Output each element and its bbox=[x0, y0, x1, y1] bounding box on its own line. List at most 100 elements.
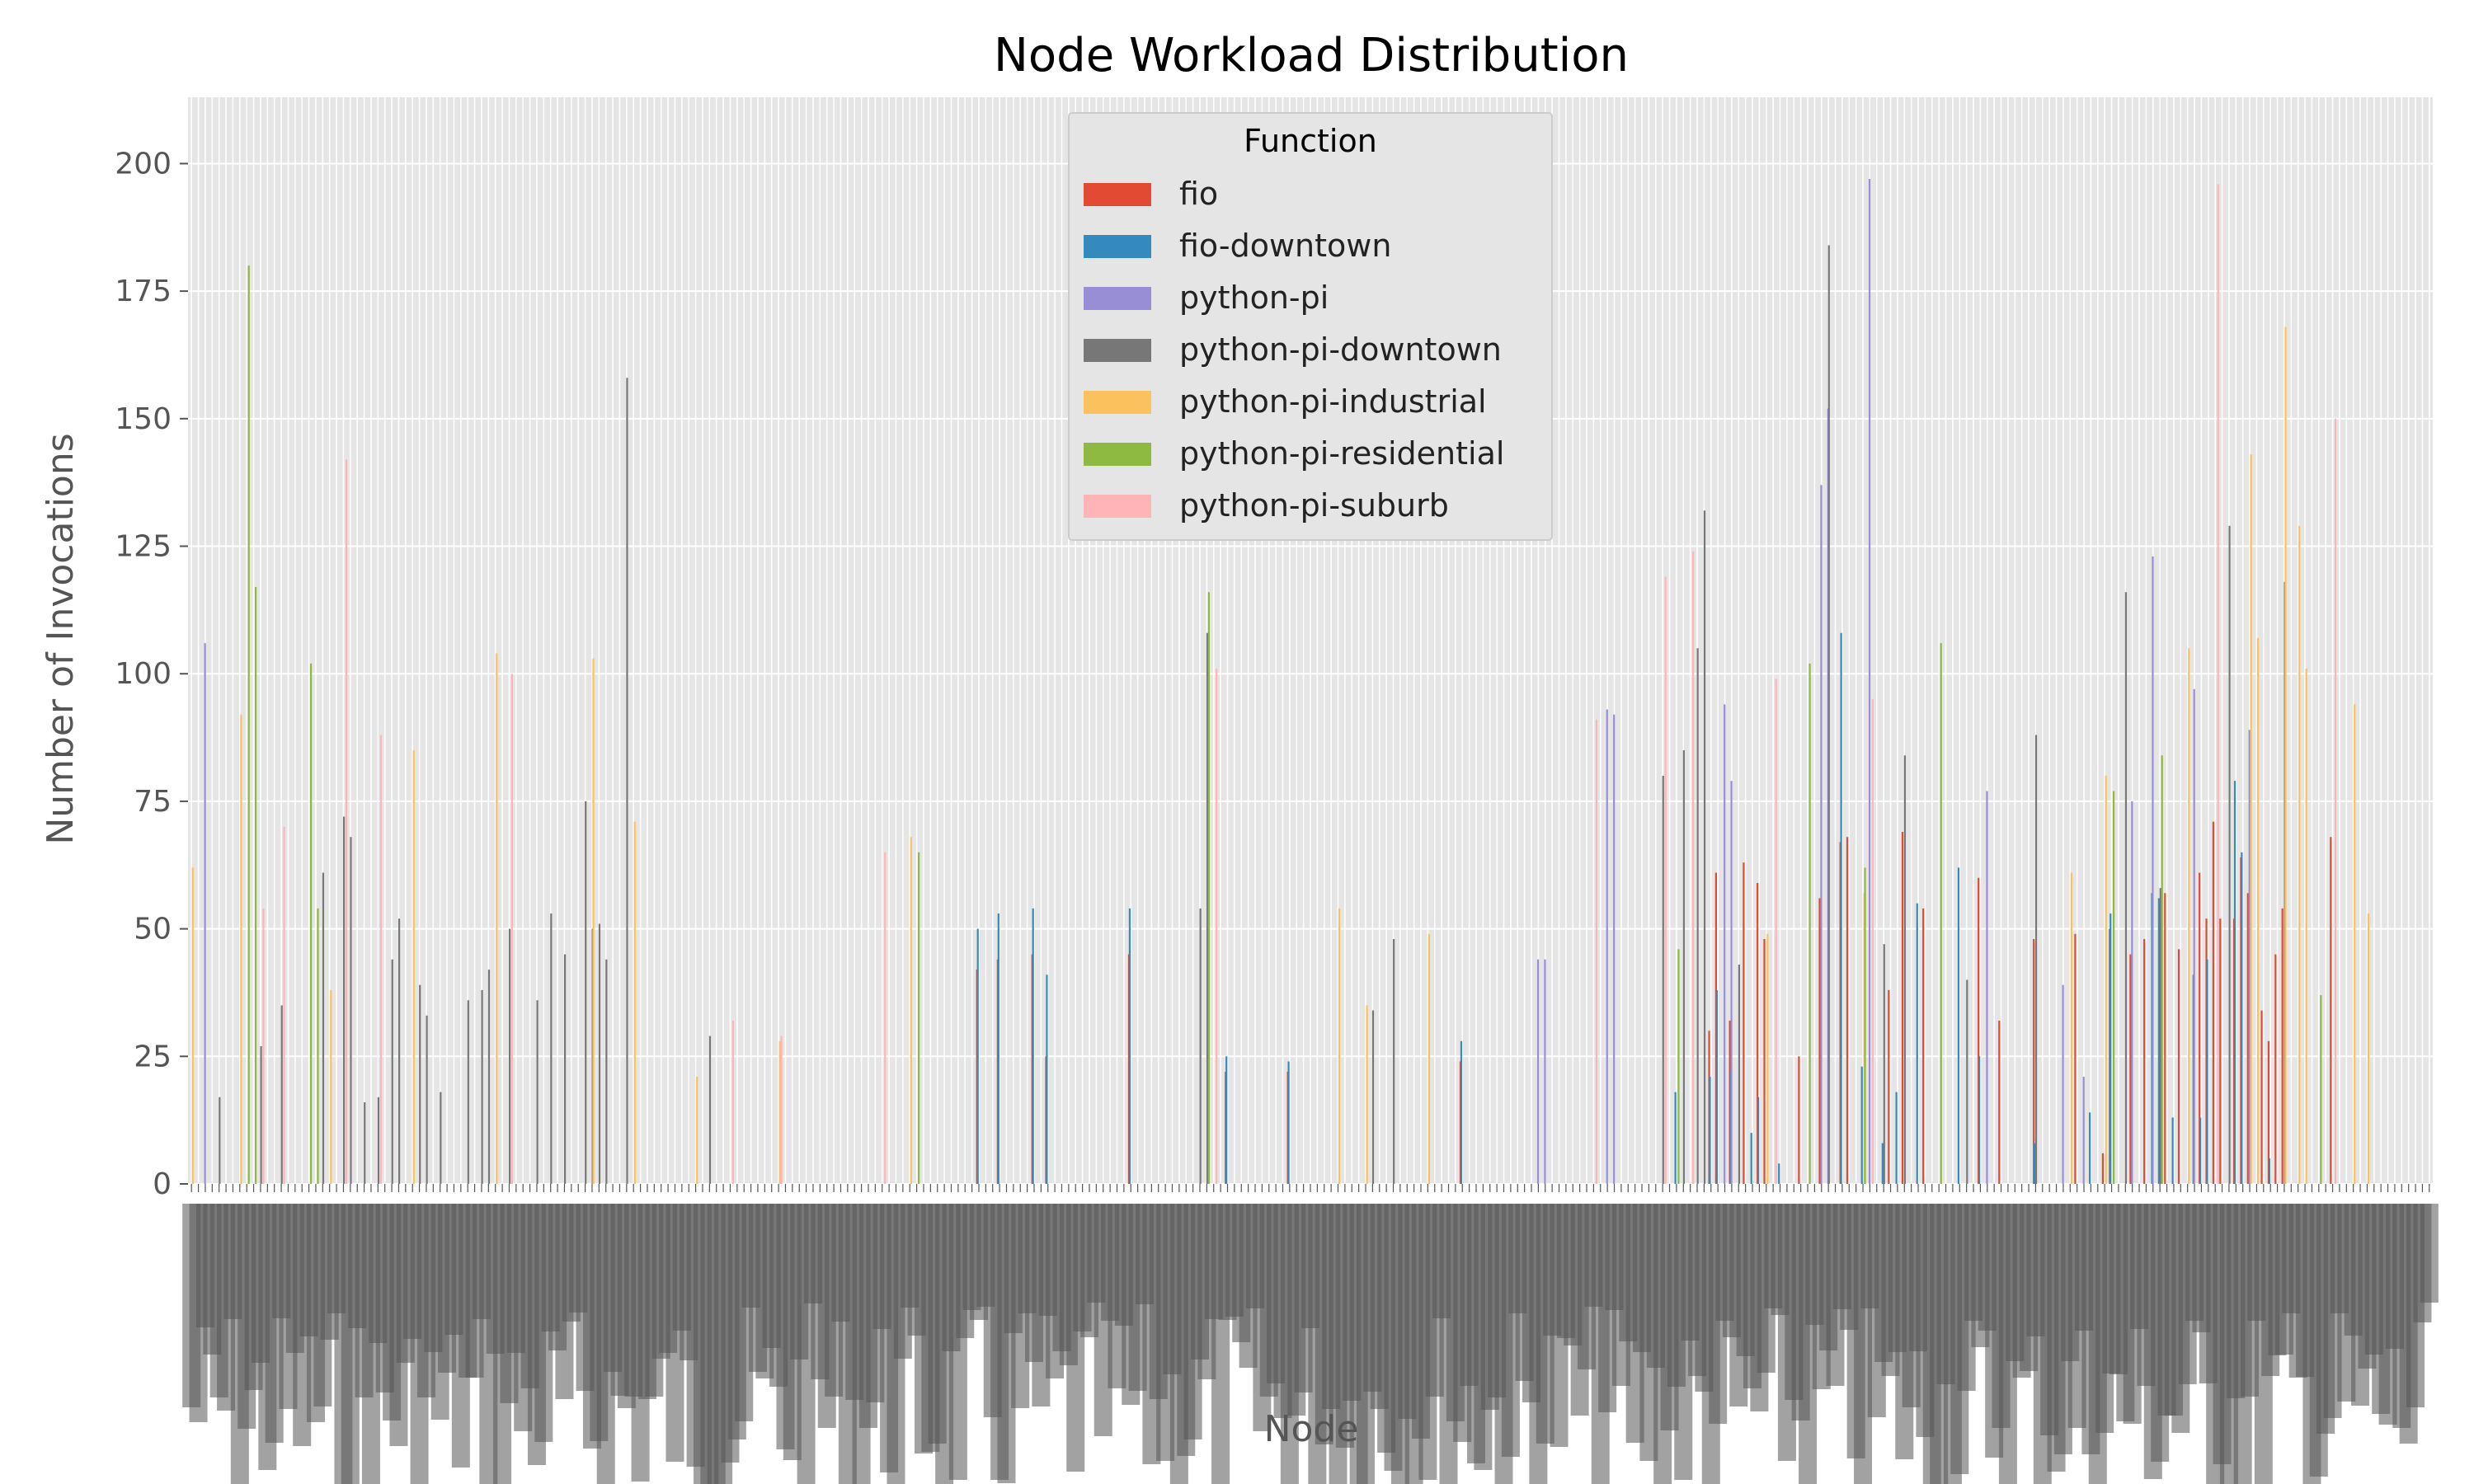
bar bbox=[2159, 888, 2161, 1184]
bar bbox=[1775, 679, 1777, 1184]
bar bbox=[317, 908, 319, 1184]
bar bbox=[2188, 648, 2190, 1184]
y-tick-label: 175 bbox=[115, 275, 172, 308]
legend-swatch bbox=[1084, 235, 1151, 258]
bar bbox=[2217, 184, 2219, 1184]
y-tick-label: 150 bbox=[115, 402, 172, 436]
bar bbox=[1820, 485, 1823, 1184]
bar bbox=[1216, 669, 1218, 1184]
bar bbox=[1287, 1061, 1290, 1184]
bar bbox=[262, 908, 265, 1184]
bar bbox=[2334, 418, 2337, 1184]
legend: Function fio fio-downtown python-pi python-… bbox=[1068, 112, 1553, 541]
bar bbox=[592, 658, 595, 1184]
bar bbox=[731, 1020, 735, 1184]
bar bbox=[2112, 791, 2115, 1184]
bar bbox=[1978, 877, 1980, 1184]
bar bbox=[2034, 735, 2038, 1184]
bar bbox=[1730, 781, 1733, 1184]
bar bbox=[2320, 995, 2322, 1184]
bar bbox=[1393, 938, 1395, 1184]
y-tick-label: 0 bbox=[153, 1167, 172, 1201]
bar bbox=[2228, 525, 2231, 1184]
bar bbox=[1763, 938, 1766, 1184]
bar bbox=[1724, 704, 1726, 1184]
bar bbox=[2082, 1077, 2085, 1184]
bar bbox=[1846, 837, 1849, 1184]
bar bbox=[322, 872, 325, 1184]
bar bbox=[379, 735, 382, 1184]
bar bbox=[1864, 867, 1866, 1184]
bar bbox=[1808, 663, 1811, 1184]
bar bbox=[1199, 908, 1202, 1184]
y-axis-ticks: 0 25 50 75 100 125 150 175 200 bbox=[115, 147, 188, 1201]
bar bbox=[2206, 959, 2208, 1184]
bar bbox=[2034, 1143, 2036, 1184]
bar bbox=[1338, 908, 1341, 1184]
legend-title: Function bbox=[1244, 123, 1377, 159]
bar bbox=[1544, 959, 1546, 1184]
bar bbox=[2199, 1117, 2202, 1184]
x-axis-tick-labels bbox=[182, 1184, 2439, 1484]
bar bbox=[2152, 556, 2154, 1184]
bar bbox=[910, 837, 912, 1184]
y-tick-label: 125 bbox=[115, 530, 172, 564]
bar bbox=[1664, 576, 1667, 1184]
bar bbox=[1613, 714, 1616, 1184]
bar bbox=[918, 852, 920, 1184]
bar bbox=[1206, 632, 1209, 1184]
bar bbox=[2246, 893, 2249, 1184]
bar bbox=[626, 378, 628, 1185]
bar bbox=[219, 1097, 221, 1184]
bar bbox=[2033, 938, 2035, 1184]
bar bbox=[2161, 755, 2163, 1184]
bar bbox=[1840, 632, 1842, 1184]
bar bbox=[598, 923, 601, 1184]
bar bbox=[1427, 933, 1431, 1184]
bar bbox=[2171, 1117, 2174, 1184]
bar bbox=[2129, 954, 2132, 1184]
bar bbox=[342, 816, 346, 1184]
bar bbox=[1757, 882, 1759, 1184]
bar bbox=[350, 837, 352, 1184]
bar bbox=[2305, 669, 2307, 1184]
legend-items: fio fio-downtown python-pi python-pi-downto… bbox=[1084, 176, 1504, 524]
y-tick-label: 25 bbox=[134, 1040, 172, 1073]
bar bbox=[2354, 704, 2356, 1184]
bar bbox=[2157, 898, 2160, 1184]
bar bbox=[1460, 1040, 1463, 1184]
bar bbox=[2248, 730, 2251, 1184]
chart-title: Node Workload Distribution bbox=[994, 29, 1629, 82]
bar bbox=[1881, 1143, 1884, 1184]
bar bbox=[2143, 938, 2146, 1184]
bar bbox=[2256, 637, 2260, 1184]
bar bbox=[633, 821, 636, 1184]
bar bbox=[2105, 775, 2107, 1184]
bar bbox=[1860, 1066, 1863, 1184]
bar bbox=[419, 984, 421, 1184]
bar bbox=[364, 1101, 366, 1184]
bar bbox=[1677, 949, 1680, 1184]
bar bbox=[2267, 1040, 2270, 1184]
bar bbox=[1966, 979, 1968, 1184]
legend-label: python-pi-suburb bbox=[1179, 487, 1449, 524]
legend-label: python-pi-residential bbox=[1179, 435, 1504, 472]
bar bbox=[2219, 918, 2222, 1184]
bar bbox=[2074, 933, 2077, 1184]
bar bbox=[997, 913, 999, 1184]
legend-frame bbox=[1068, 112, 1553, 541]
bar bbox=[487, 970, 491, 1184]
bar bbox=[2268, 1158, 2270, 1184]
bar bbox=[2212, 821, 2215, 1184]
bar bbox=[1903, 755, 1907, 1184]
bar bbox=[1743, 862, 1745, 1184]
legend-swatch bbox=[1084, 183, 1151, 206]
bar bbox=[280, 1005, 283, 1184]
bar bbox=[255, 587, 257, 1184]
bar bbox=[2101, 1153, 2105, 1184]
legend-swatch bbox=[1084, 339, 1151, 362]
y-tick-label: 100 bbox=[115, 657, 172, 691]
bar bbox=[2089, 1112, 2091, 1184]
bar bbox=[1986, 791, 1988, 1184]
